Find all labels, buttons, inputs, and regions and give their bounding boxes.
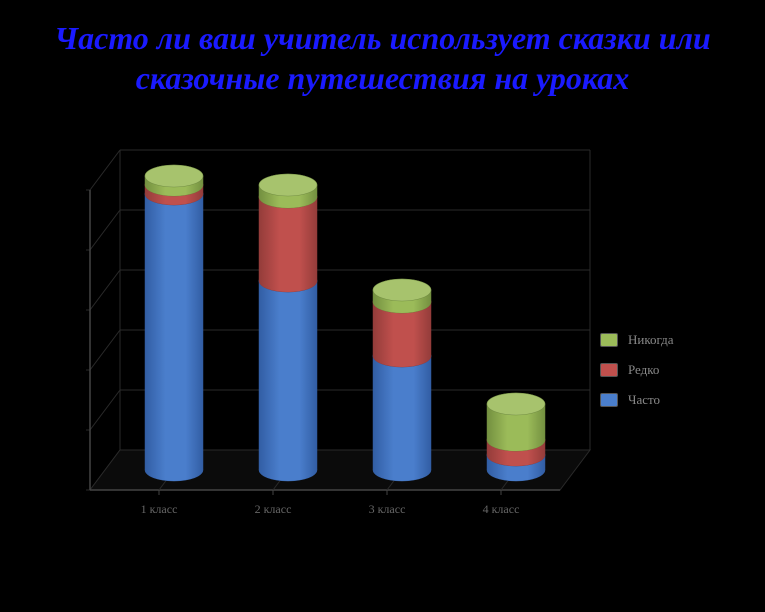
legend-label: Часто: [628, 392, 660, 408]
x-axis-label: 3 класс: [347, 502, 427, 517]
legend-item: Редко: [600, 362, 674, 378]
chart-title: Часто ли ваш учитель использует сказки и…: [0, 18, 765, 98]
legend-label: Редко: [628, 362, 659, 378]
legend-item: Часто: [600, 392, 674, 408]
legend-swatch: [600, 393, 618, 407]
legend-label: Никогда: [628, 332, 674, 348]
chart-container: { "title": { "line1": "Часто ли ваш учит…: [0, 0, 765, 612]
x-axis-label: 2 класс: [233, 502, 313, 517]
x-axis-label: 1 класс: [119, 502, 199, 517]
legend-item: Никогда: [600, 332, 674, 348]
legend: Никогда Редко Часто: [600, 318, 674, 422]
title-line-1: Часто ли ваш учитель использует сказки и…: [54, 20, 711, 56]
title-line-2: сказочные путешествия на уроках: [136, 60, 630, 96]
legend-swatch: [600, 363, 618, 377]
x-axis-label: 4 класс: [461, 502, 541, 517]
chart-stage: Никогда Редко Часто 1 класс 2 класс 3 класс 4…: [40, 130, 725, 580]
legend-swatch: [600, 333, 618, 347]
